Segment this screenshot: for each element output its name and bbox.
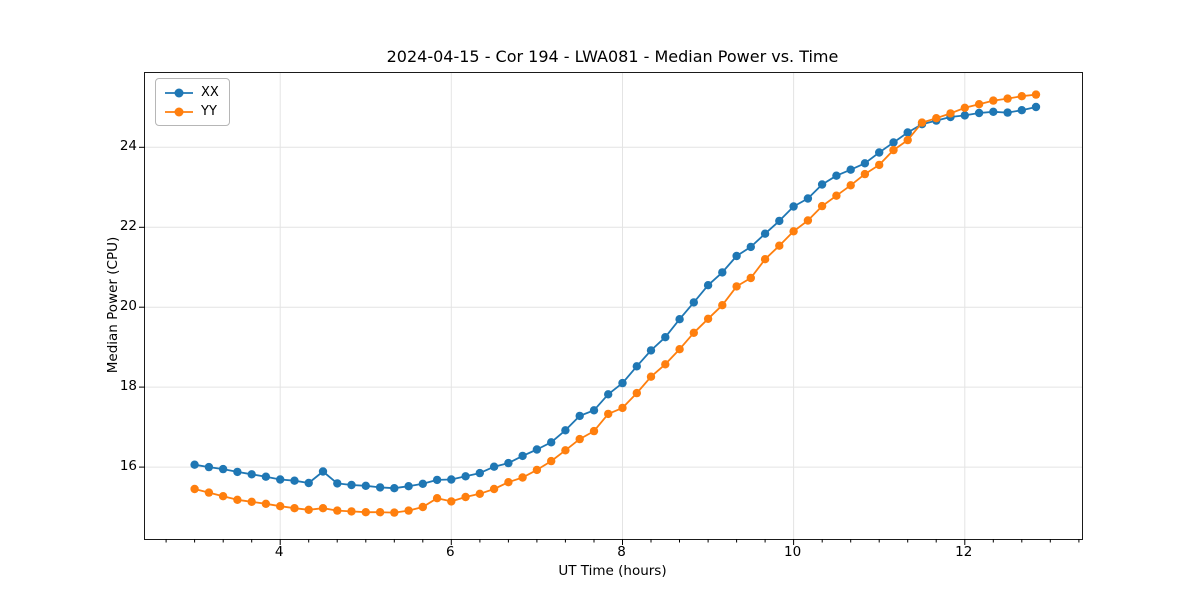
y-tick-label: 18 [119,378,137,395]
y-tick-label: 22 [119,218,137,235]
x-tick-label: 10 [784,544,802,560]
legend-line-marker-icon [165,88,193,97]
chart-canvas [139,73,1082,545]
x-tick-label: 8 [617,544,626,560]
y-axis-label: Median Power (CPU) [105,236,121,374]
x-tick-label: 4 [274,544,284,560]
chart-title: 2024-04-15 - Cor 194 - LWA081 - Median P… [386,47,839,66]
y-tick-label: 24 [119,138,137,155]
legend-item-xx: XX [164,83,219,102]
legend-label: XX [201,85,219,100]
legend-label: YY [201,104,217,119]
legend-items: XX YY [164,83,219,121]
y-tick-label: 16 [119,458,137,475]
x-tick-label: 12 [955,544,973,560]
x-axis-label: UT Time (hours) [558,563,667,579]
x-tick-label: 6 [446,544,455,560]
legend-line-marker-icon [165,107,193,116]
plot-area [139,72,1083,545]
y-tick-label: 20 [119,298,137,315]
legend-item-yy: YY [164,102,219,121]
legend: XX YY [155,78,230,126]
